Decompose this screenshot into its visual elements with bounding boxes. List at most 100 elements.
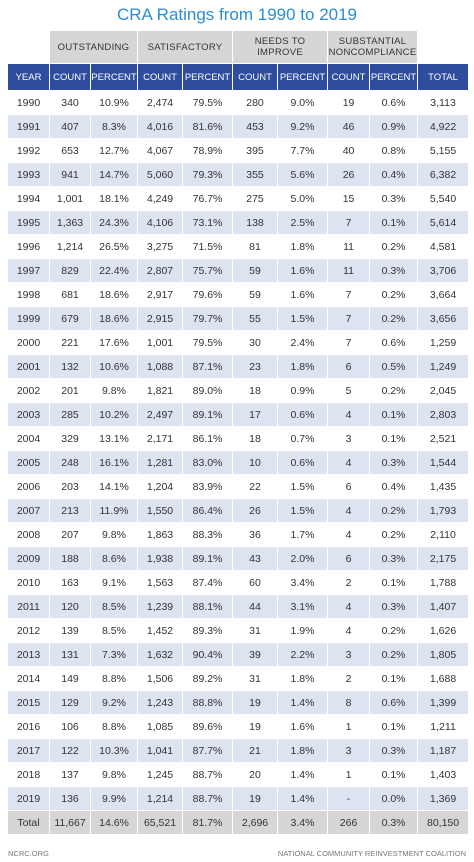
- value-cell: 10.9%: [89, 90, 139, 115]
- value-cell: 221: [49, 330, 91, 355]
- value-cell: 1,563: [137, 570, 184, 595]
- value-cell: 3.1%: [277, 594, 329, 619]
- value-cell: 73.1%: [182, 210, 234, 235]
- value-cell: 3,113: [417, 90, 470, 115]
- value-cell: 1,626: [417, 618, 470, 643]
- value-cell: 22: [232, 474, 279, 499]
- table-row: 2018 137 9.8% 1,245 88.7% 20 1.4% 1 0.1% 1,403: [7, 762, 470, 787]
- value-cell: 2,110: [417, 522, 470, 547]
- value-cell: 24.3%: [89, 210, 139, 235]
- value-cell: 0.4%: [369, 474, 419, 499]
- value-cell: 2,474: [137, 90, 184, 115]
- value-cell: 0.8%: [369, 138, 419, 163]
- value-cell: 21: [232, 738, 279, 763]
- total-cell: Total: [7, 810, 50, 835]
- value-cell: 139: [49, 618, 91, 643]
- value-cell: 83.9%: [182, 474, 234, 499]
- value-cell: 5,614: [417, 210, 470, 235]
- value-cell: 0.0%: [369, 786, 419, 811]
- table-row: 2007 213 11.9% 1,550 86.4% 26 1.5% 4 0.2% 1,793: [7, 498, 470, 523]
- column-header: COUNT: [49, 63, 91, 91]
- value-cell: 1,805: [417, 642, 470, 667]
- value-cell: 4,581: [417, 234, 470, 259]
- value-cell: 8.8%: [89, 666, 139, 691]
- value-cell: 2: [327, 666, 371, 691]
- value-cell: 10: [232, 450, 279, 475]
- value-cell: 19: [327, 90, 371, 115]
- year-cell: 2002: [7, 378, 50, 403]
- value-cell: 2: [327, 570, 371, 595]
- value-cell: 2,175: [417, 546, 470, 571]
- value-cell: 329: [49, 426, 91, 451]
- value-cell: 280: [232, 90, 279, 115]
- value-cell: 1.5%: [277, 498, 329, 523]
- group-header: SATISFACTORY: [137, 30, 234, 64]
- value-cell: 81.6%: [182, 114, 234, 139]
- value-cell: 17: [232, 402, 279, 427]
- value-cell: 1,544: [417, 450, 470, 475]
- year-cell: 2005: [7, 450, 50, 475]
- column-header: TOTAL: [417, 63, 470, 91]
- title: CRA Ratings from 1990 to 2019: [116, 5, 358, 24]
- column-header: PERCENT: [182, 63, 234, 91]
- group-header: SUBSTANTIAL NONCOMPLIANCE: [327, 30, 419, 64]
- value-cell: 453: [232, 114, 279, 139]
- table-row: 2015 129 9.2% 1,243 88.8% 19 1.4% 8 0.6% 1,399: [7, 690, 470, 715]
- value-cell: 8.5%: [89, 594, 139, 619]
- table-row: 1995 1,363 24.3% 4,106 73.1% 138 2.5% 7 0.1% 5,61…: [7, 210, 470, 235]
- value-cell: 31: [232, 666, 279, 691]
- year-cell: 1995: [7, 210, 50, 235]
- value-cell: 86.4%: [182, 498, 234, 523]
- value-cell: 0.6%: [369, 330, 419, 355]
- value-cell: 1,788: [417, 570, 470, 595]
- footer-left: NCRC.ORG: [8, 849, 49, 858]
- value-cell: 275: [232, 186, 279, 211]
- value-cell: 22.4%: [89, 258, 139, 283]
- value-cell: 0.7%: [277, 426, 329, 451]
- value-cell: 26: [327, 162, 371, 187]
- value-cell: 1,001: [137, 330, 184, 355]
- year-cell: 2016: [7, 714, 50, 739]
- value-cell: 18.6%: [89, 282, 139, 307]
- value-cell: 1,632: [137, 642, 184, 667]
- total-cell: 65,521: [137, 810, 184, 835]
- value-cell: 407: [49, 114, 91, 139]
- value-cell: 395: [232, 138, 279, 163]
- value-cell: 9.8%: [89, 378, 139, 403]
- value-cell: 5.6%: [277, 162, 329, 187]
- group-header-row: OUTSTANDING SATISFACTORY NEEDS TO IMPROVE S…: [7, 30, 470, 64]
- value-cell: 188: [49, 546, 91, 571]
- value-cell: 0.3%: [369, 738, 419, 763]
- value-cell: 44: [232, 594, 279, 619]
- value-cell: 79.5%: [182, 330, 234, 355]
- value-cell: 4,249: [137, 186, 184, 211]
- value-cell: 1,001: [49, 186, 91, 211]
- value-cell: 0.2%: [369, 378, 419, 403]
- value-cell: 2,915: [137, 306, 184, 331]
- value-cell: 76.7%: [182, 186, 234, 211]
- year-cell: 2013: [7, 642, 50, 667]
- total-cell: 0.3%: [369, 810, 419, 835]
- value-cell: 1,259: [417, 330, 470, 355]
- year-cell: 2014: [7, 666, 50, 691]
- value-cell: 1,214: [137, 786, 184, 811]
- value-cell: 59: [232, 258, 279, 283]
- value-cell: 1,245: [137, 762, 184, 787]
- value-cell: 131: [49, 642, 91, 667]
- value-cell: 0.4%: [369, 162, 419, 187]
- value-cell: 8.3%: [89, 114, 139, 139]
- table-row: 2012 139 8.5% 1,452 89.3% 31 1.9% 4 0.2% 1,626: [7, 618, 470, 643]
- total-cell: 2,696: [232, 810, 279, 835]
- value-cell: 1,938: [137, 546, 184, 571]
- value-cell: 16.1%: [89, 450, 139, 475]
- value-cell: 941: [49, 162, 91, 187]
- year-cell: 2006: [7, 474, 50, 499]
- value-cell: 1,369: [417, 786, 470, 811]
- table-row: 1993 941 14.7% 5,060 79.3% 355 5.6% 26 0.4% 6,382: [7, 162, 470, 187]
- year-cell: 2009: [7, 546, 50, 571]
- value-cell: 11: [327, 234, 371, 259]
- value-cell: 1,214: [49, 234, 91, 259]
- value-cell: 3,706: [417, 258, 470, 283]
- blank-cell: [417, 30, 470, 64]
